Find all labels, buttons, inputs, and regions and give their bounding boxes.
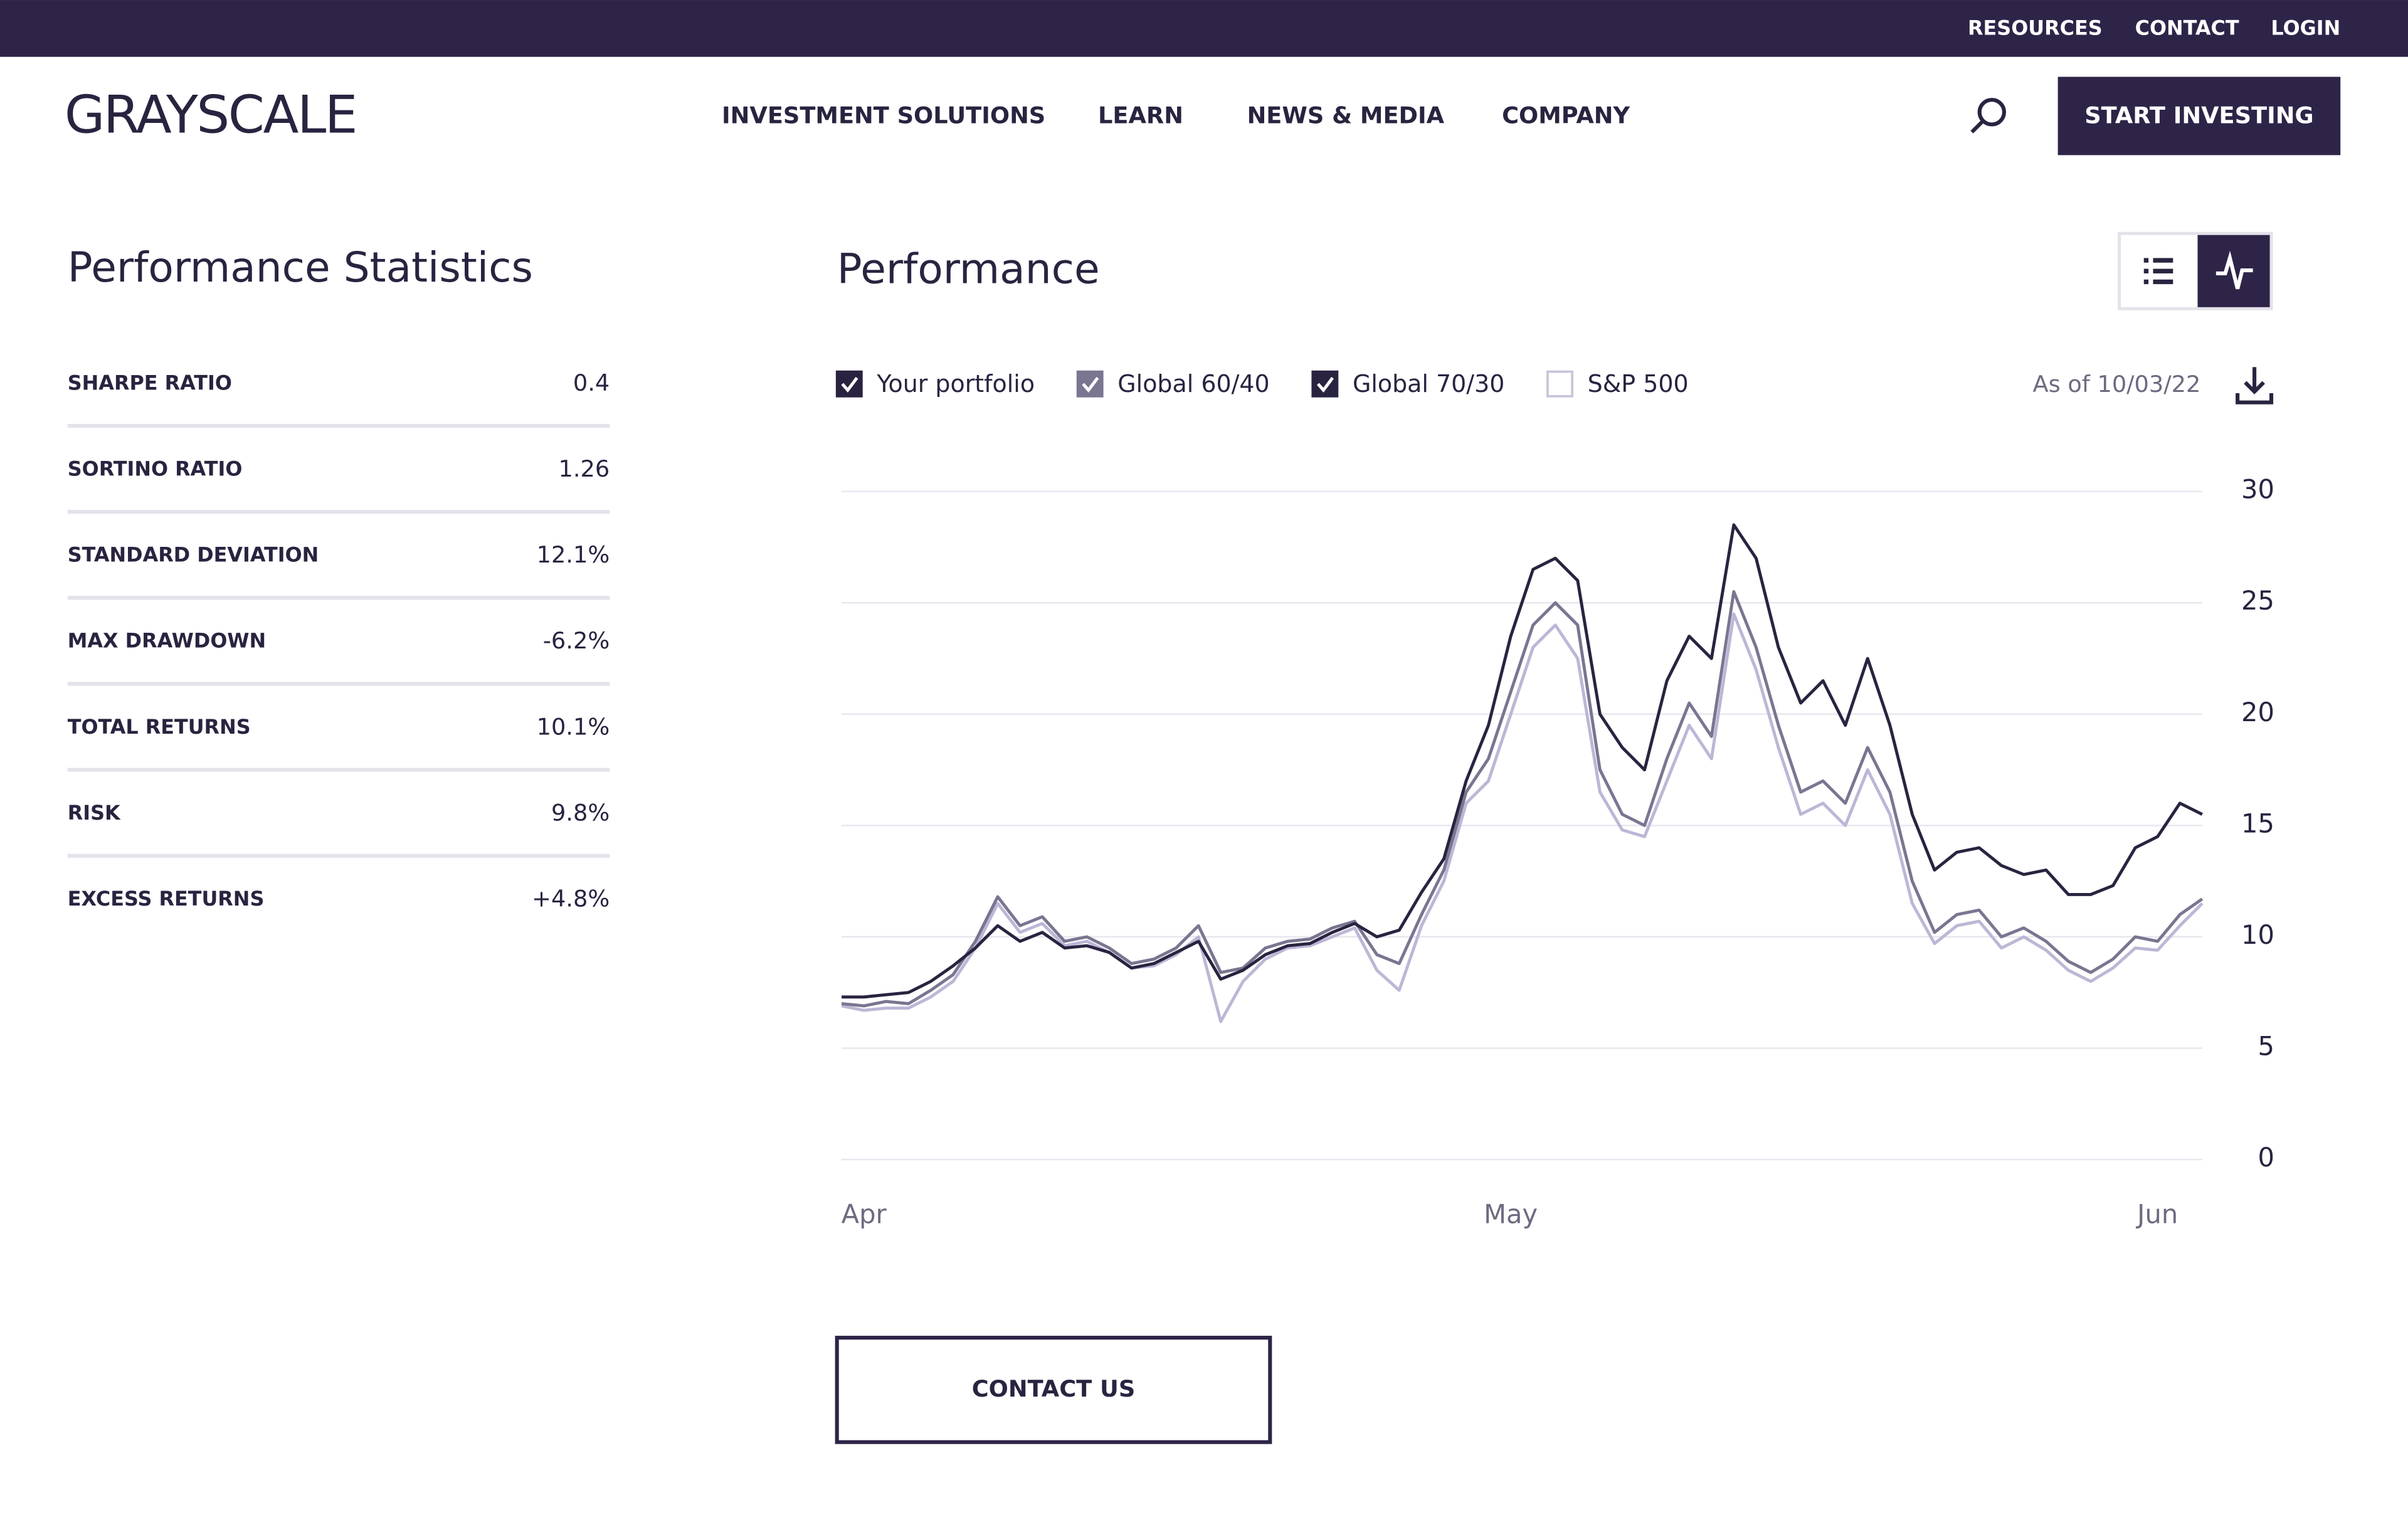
legend-label: S&P 500 (1588, 370, 1689, 398)
y-tick-label: 30 (2241, 474, 2274, 505)
stat-value: 10.1% (537, 713, 610, 740)
checkmark (1317, 377, 1334, 393)
y-tick-label: 0 (2258, 1142, 2274, 1173)
legend: Your portfolio Global 60/40 Global 70/30 S&… (835, 370, 1689, 398)
stat-label: EXCESS RETURNS (68, 887, 265, 911)
top-link[interactable]: LOGIN (2271, 16, 2340, 40)
legend-label: Global 70/30 (1353, 370, 1504, 398)
logo[interactable]: GRAYSCALE (65, 85, 358, 145)
plot-area: 0 5 10 15 20 25 30 Apr May Jun (841, 474, 2274, 1230)
stat-value: 0.4 (573, 369, 610, 396)
x-tick-label: May (1484, 1199, 1538, 1230)
stat-value: 1.26 (558, 455, 610, 482)
stat-label: SORTINO RATIO (68, 457, 243, 480)
y-tick-label: 20 (2241, 697, 2274, 727)
legend-checkbox[interactable] (1076, 370, 1104, 398)
contact-button[interactable] (835, 1336, 1272, 1444)
checkmark (1082, 377, 1099, 393)
top-bar (0, 0, 2408, 57)
nav-link[interactable]: COMPANY (1502, 102, 1630, 129)
table-view-button[interactable] (2143, 258, 2173, 285)
nav-link[interactable]: INVESTMENT SOLUTIONS (722, 102, 1045, 129)
stat-value: -6.2% (543, 627, 610, 654)
chart-title: Performance (837, 245, 1100, 293)
stat-label: SHARPE RATIO (68, 371, 232, 394)
top-link[interactable]: RESOURCES (1968, 16, 2103, 40)
download-icon[interactable] (2236, 367, 2274, 404)
checkmark (841, 377, 858, 393)
stat-label: TOTAL RETURNS (68, 715, 251, 739)
stat-label: MAX DRAWDOWN (68, 629, 266, 653)
stat-value: +4.8% (532, 885, 610, 912)
legend-checkbox[interactable] (835, 370, 863, 398)
row-divider (67, 510, 610, 514)
cta-button[interactable] (2057, 77, 2341, 156)
row-divider (67, 682, 610, 686)
search-icon[interactable] (1970, 98, 2006, 134)
x-tick-label: Jun (2135, 1199, 2178, 1230)
stat-value: 9.8% (551, 799, 610, 826)
nav-link[interactable]: LEARN (1098, 102, 1183, 129)
series-line (842, 523, 2203, 999)
y-tick-label: 5 (2258, 1030, 2274, 1061)
y-tick-label: 10 (2241, 919, 2274, 950)
y-tick-label: 25 (2241, 585, 2274, 616)
top-link[interactable]: CONTACT (2135, 16, 2239, 40)
legend-checkbox[interactable] (1311, 370, 1339, 398)
stat-label: RISK (68, 801, 121, 825)
row-divider (67, 423, 610, 428)
stats-table: SHARPE RATIO 0.4 SORTINO RATIO 1.26 STANDARD… (67, 369, 610, 912)
legend-label: Your portfolio (876, 370, 1035, 398)
row-divider (67, 853, 610, 858)
legend-label: Global 60/40 (1117, 370, 1269, 398)
legend-checkbox[interactable] (1546, 370, 1573, 398)
stat-label: STANDARD DEVIATION (68, 543, 319, 567)
contact-label: CONTACT US (972, 1375, 1136, 1402)
stats-title: Performance Statistics (68, 243, 533, 292)
series-line (841, 612, 2204, 1023)
as-of-date: As of 10/03/22 (2032, 371, 2200, 398)
cta-label: START INVESTING (2084, 102, 2313, 129)
stat-value: 12.1% (537, 541, 610, 568)
y-tick-label: 15 (2241, 808, 2274, 838)
x-tick-label: Apr (842, 1199, 887, 1230)
row-divider (67, 768, 610, 772)
chart-view-icon (2215, 250, 2253, 290)
nav-link[interactable]: NEWS & MEDIA (1247, 102, 1445, 129)
row-divider (67, 596, 610, 600)
series-line (841, 590, 2204, 1008)
